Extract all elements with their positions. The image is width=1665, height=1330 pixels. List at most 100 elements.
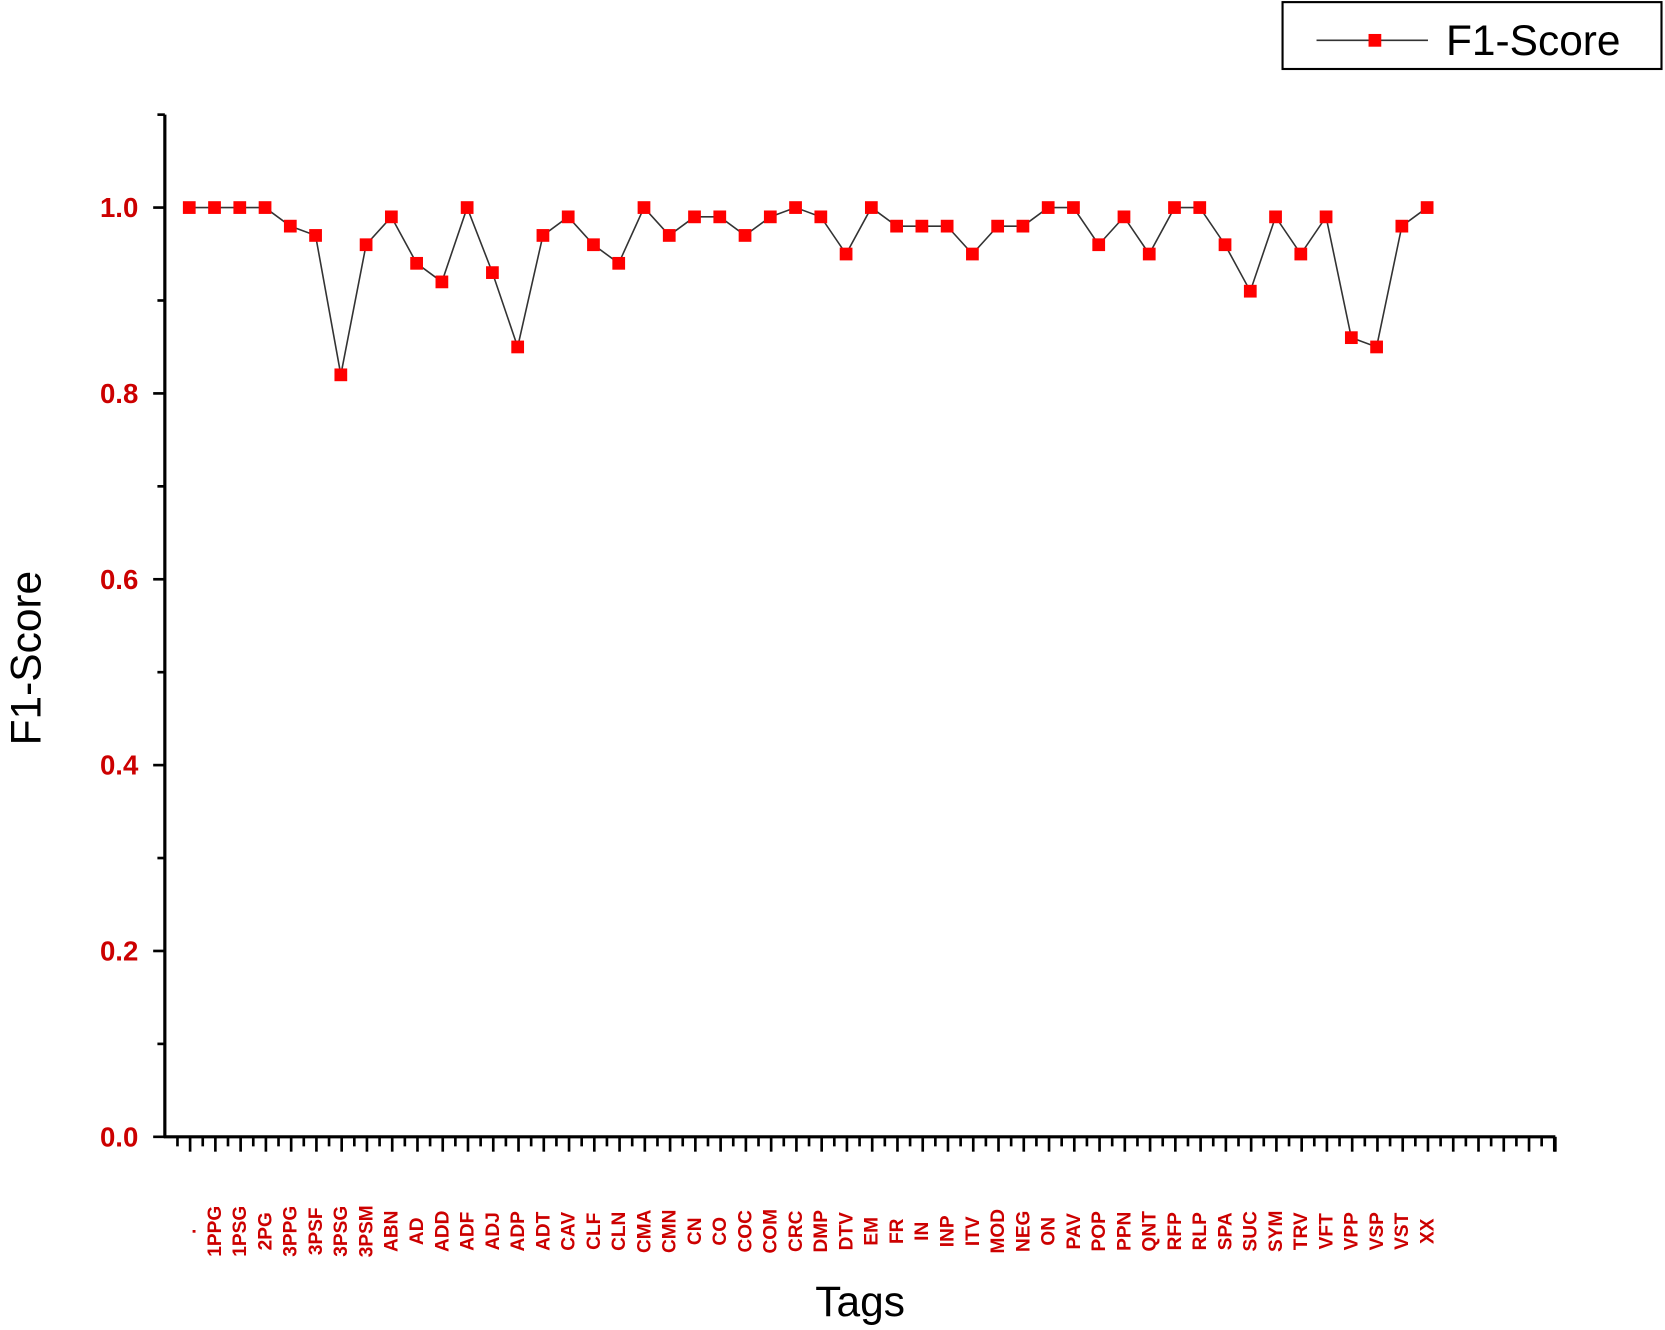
x-tick-label: 3PSM <box>356 1205 377 1257</box>
x-tick-label: CN <box>685 1217 706 1245</box>
data-point <box>940 219 954 233</box>
x-tick-label: TRV <box>1291 1212 1312 1250</box>
y-tick-label: 0.2 <box>100 936 138 967</box>
data-point <box>309 229 322 242</box>
x-tick-label: VFT <box>1316 1213 1337 1249</box>
data-point <box>233 201 247 214</box>
x-tick-label: 3PSG <box>331 1206 352 1257</box>
x-tick-label: ABN <box>382 1211 403 1252</box>
data-point <box>864 201 878 214</box>
x-tick-label: NEG <box>1013 1211 1034 1252</box>
data-point <box>763 210 777 224</box>
legend-label: F1-Score <box>1446 17 1621 64</box>
data-point <box>511 340 525 354</box>
data-point <box>1117 210 1131 224</box>
data-point <box>1193 201 1207 214</box>
x-tick-label: 1PSG <box>230 1206 251 1257</box>
x-tick-label: ADD <box>432 1211 453 1252</box>
y-tick-label: 0.8 <box>100 378 138 409</box>
data-point <box>1243 284 1257 298</box>
x-tick-label: 3PSF <box>306 1207 327 1255</box>
data-point <box>561 210 575 224</box>
data-point <box>334 368 348 382</box>
data-point <box>612 256 626 270</box>
x-tick-label: DTV <box>836 1212 857 1250</box>
x-tick-label: VPP <box>1342 1212 1363 1250</box>
x-tick-label: PPN <box>1114 1212 1135 1251</box>
x-tick-label: ITV <box>963 1216 984 1246</box>
data-point <box>1370 340 1383 354</box>
legend-marker <box>1368 33 1382 47</box>
data-point <box>1016 219 1030 233</box>
x-tick-label: . <box>180 1229 201 1234</box>
data-point <box>435 275 449 289</box>
x-tick-label: XX <box>1417 1218 1438 1244</box>
x-tick-label: RLP <box>1190 1212 1211 1250</box>
data-point <box>713 210 727 224</box>
data-point <box>637 201 651 214</box>
x-tick-label: COM <box>761 1209 782 1254</box>
data-point <box>839 247 853 261</box>
data-point <box>1269 210 1282 224</box>
y-tick-label: 0.4 <box>100 750 139 781</box>
x-tick-label: 2PG <box>255 1212 276 1250</box>
x-tick-label: CMN <box>660 1210 681 1253</box>
data-point <box>182 201 196 214</box>
x-tick-label: IN <box>912 1222 933 1241</box>
x-tick-label: 1PPG <box>205 1206 226 1257</box>
y-axis-label: F1-Score <box>3 571 50 746</box>
x-tick-label: RFP <box>1165 1212 1186 1250</box>
x-tick-label: DMP <box>811 1210 832 1253</box>
series-line <box>189 205 1428 375</box>
data-point <box>536 229 550 242</box>
x-tick-label: CRC <box>786 1210 807 1252</box>
plot-area <box>182 201 1434 382</box>
x-tick-label: FR <box>887 1218 908 1244</box>
data-point <box>587 238 600 252</box>
x-tick-label: AD <box>407 1217 428 1245</box>
x-tick-label: COC <box>735 1210 756 1253</box>
data-point <box>1218 238 1232 252</box>
data-point <box>1319 210 1333 224</box>
x-tick-label: VSP <box>1367 1212 1388 1250</box>
x-tick-label: ADP <box>508 1211 529 1252</box>
legend-box <box>1281 1 1663 71</box>
x-tick-label: INP <box>938 1215 959 1247</box>
data-point <box>384 210 398 224</box>
x-tick-label: CO <box>710 1217 731 1246</box>
data-point <box>1067 201 1080 214</box>
x-tick-label: QNT <box>1140 1211 1161 1252</box>
x-tick-label: CLN <box>609 1212 630 1251</box>
data-point <box>283 219 297 233</box>
x-tick-label: SYM <box>1266 1211 1287 1252</box>
data-point <box>789 201 802 214</box>
data-point <box>662 229 676 242</box>
data-point <box>890 219 903 233</box>
data-point <box>1294 247 1308 261</box>
legend: F1-Score <box>1281 1 1663 71</box>
y-tick-label: 0.0 <box>100 1121 138 1152</box>
x-tick-label: VST <box>1392 1212 1413 1249</box>
y-tick-label: 1.0 <box>100 192 138 223</box>
x-tick-label: SPA <box>1215 1212 1236 1250</box>
data-point <box>1168 201 1181 214</box>
x-tick-label: CMA <box>634 1209 655 1253</box>
data-point <box>1344 331 1358 345</box>
data-point <box>1142 247 1156 261</box>
data-point <box>991 219 1005 233</box>
x-tick-label: CLF <box>584 1213 605 1250</box>
data-point <box>486 266 499 279</box>
x-tick-label: 3PPG <box>281 1206 302 1257</box>
data-point <box>1395 219 1409 233</box>
data-point <box>258 201 272 214</box>
data-point <box>1420 201 1434 214</box>
x-tick-label: SUC <box>1241 1211 1262 1252</box>
data-point <box>814 210 828 224</box>
x-tick-label: ADT <box>533 1211 554 1251</box>
data-point <box>1092 238 1106 252</box>
x-tick-label: POP <box>1089 1211 1110 1252</box>
x-tick-label: MOD <box>988 1209 1009 1254</box>
x-tick-label: ADJ <box>483 1212 504 1250</box>
data-point <box>359 238 373 252</box>
